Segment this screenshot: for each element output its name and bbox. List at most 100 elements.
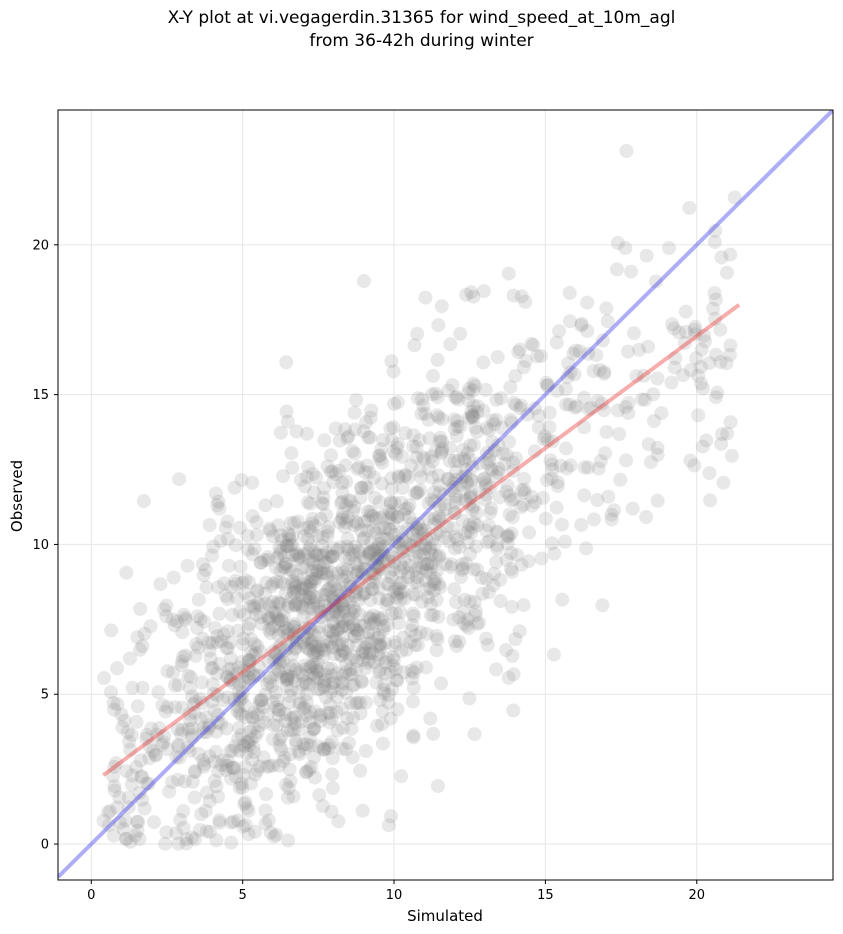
- data-point: [327, 604, 342, 619]
- data-point: [465, 520, 480, 535]
- data-point: [243, 599, 258, 614]
- data-point: [165, 612, 180, 627]
- data-point: [156, 735, 171, 750]
- data-point: [387, 554, 402, 569]
- data-point: [246, 599, 261, 613]
- data-point: [377, 521, 392, 536]
- data-point: [251, 668, 266, 683]
- data-point: [396, 584, 410, 599]
- data-point: [353, 545, 368, 560]
- data-point: [316, 742, 331, 757]
- data-point: [491, 465, 506, 480]
- data-point: [248, 607, 263, 622]
- data-point: [258, 596, 273, 611]
- data-point: [119, 565, 134, 580]
- data-point: [362, 610, 376, 625]
- data-point: [610, 262, 624, 277]
- data-point: [409, 450, 424, 465]
- data-point: [247, 705, 262, 720]
- data-point: [231, 623, 246, 638]
- data-point: [288, 640, 303, 655]
- data-point: [358, 645, 373, 660]
- data-point: [340, 711, 355, 726]
- data-point: [595, 598, 610, 613]
- data-point: [694, 376, 709, 391]
- data-point: [115, 720, 130, 735]
- data-point: [285, 460, 300, 475]
- data-point: [245, 475, 260, 490]
- data-point: [330, 723, 345, 738]
- data-point: [386, 562, 401, 577]
- data-point: [211, 715, 225, 730]
- data-point: [568, 400, 582, 415]
- data-point: [183, 713, 198, 728]
- data-point: [317, 667, 332, 682]
- data-point: [466, 438, 481, 453]
- data-point: [481, 585, 496, 600]
- data-point: [312, 709, 327, 724]
- data-point: [390, 673, 404, 688]
- data-point: [446, 476, 461, 491]
- data-point: [406, 665, 421, 680]
- data-point: [140, 727, 154, 742]
- data-point: [294, 581, 309, 596]
- data-point: [296, 635, 311, 650]
- data-point: [207, 773, 222, 788]
- data-point: [225, 608, 240, 622]
- data-point: [377, 677, 392, 692]
- data-point: [462, 381, 477, 396]
- data-point: [250, 725, 265, 740]
- data-point: [214, 758, 229, 772]
- data-point: [299, 579, 314, 594]
- data-point: [281, 539, 296, 554]
- data-point: [159, 598, 174, 613]
- data-point: [377, 548, 391, 563]
- data-point: [347, 555, 362, 570]
- data-point: [202, 794, 217, 809]
- data-point: [250, 596, 265, 611]
- grid-lines: [58, 110, 833, 880]
- data-point: [383, 548, 398, 563]
- data-point: [335, 701, 350, 716]
- data-point: [381, 531, 396, 546]
- data-point: [619, 453, 634, 468]
- data-point: [248, 729, 263, 744]
- data-point: [677, 335, 692, 350]
- data-point: [353, 706, 368, 721]
- data-point: [345, 607, 360, 622]
- data-point: [237, 586, 252, 601]
- data-point: [351, 460, 366, 475]
- data-point: [272, 758, 287, 773]
- data-point: [168, 700, 183, 715]
- data-point: [722, 347, 737, 362]
- data-point: [406, 728, 421, 743]
- data-point: [341, 429, 356, 444]
- data-point: [431, 318, 446, 333]
- data-point: [417, 451, 432, 466]
- data-point: [298, 577, 313, 592]
- data-point: [281, 627, 295, 642]
- data-point: [250, 583, 265, 598]
- data-point: [406, 439, 421, 454]
- data-point: [469, 539, 484, 554]
- data-point: [247, 637, 262, 652]
- data-point: [411, 638, 425, 652]
- data-point: [296, 571, 311, 586]
- data-point: [421, 496, 436, 511]
- data-point: [325, 464, 340, 479]
- data-point: [308, 660, 323, 675]
- data-point: [313, 511, 328, 526]
- data-point: [694, 342, 709, 357]
- data-point: [393, 605, 408, 620]
- data-point: [444, 483, 459, 498]
- data-point: [229, 577, 244, 592]
- data-point: [357, 561, 372, 576]
- data-point: [338, 645, 353, 660]
- data-point: [426, 583, 441, 598]
- data-point: [235, 686, 250, 700]
- data-point: [350, 461, 365, 476]
- data-point: [709, 390, 723, 405]
- data-point: [350, 695, 365, 710]
- data-point: [302, 730, 317, 745]
- data-point: [421, 511, 436, 526]
